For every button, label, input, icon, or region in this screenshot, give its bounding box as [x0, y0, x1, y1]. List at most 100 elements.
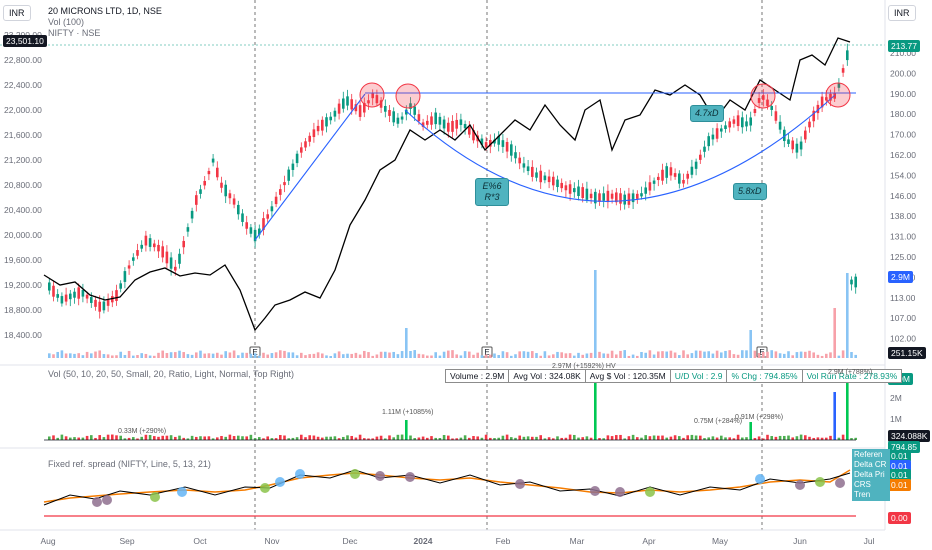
right-tick-label: 170.00 [890, 130, 916, 140]
volume-bar [308, 354, 311, 358]
volume-panel-bar [262, 438, 265, 440]
volume-bar [850, 352, 853, 358]
candle-body [442, 119, 446, 129]
volume-panel-bar [736, 434, 740, 440]
volume-panel-bar [640, 437, 643, 440]
volume-panel-bar [812, 437, 815, 440]
spread-panel-legend[interactable]: Fixed ref. spread (NIFTY, Line, 5, 13, 2… [48, 459, 211, 469]
volume-panel-bar [766, 434, 769, 440]
candle-body [522, 163, 526, 168]
volume-panel-bar [636, 437, 639, 440]
volume-panel-bar [430, 436, 433, 440]
volume-panel-bar [237, 435, 240, 440]
vol-panel-legend[interactable]: Vol (50, 10, 20, 50, Small, 20, Ratio, L… [48, 369, 294, 379]
volume-panel-bar [652, 435, 656, 440]
volume-panel-bar [720, 435, 723, 440]
candle-body [211, 158, 215, 163]
volume-panel-bar [564, 437, 568, 440]
volume-bar [144, 353, 148, 358]
volume-bar [409, 350, 412, 358]
volume-panel-bar [715, 437, 719, 440]
highlight-circle [750, 83, 776, 109]
volume-panel-bar [178, 435, 181, 440]
currency-button-right[interactable]: INR [888, 5, 916, 21]
candle-body [354, 104, 358, 112]
volume-panel-bar [367, 438, 370, 440]
volume-bar [762, 352, 765, 358]
right-tick-label: 131.00 [890, 232, 916, 242]
candle-body [174, 266, 177, 271]
volume-bar [85, 351, 89, 358]
volume-panel-bar [619, 434, 622, 440]
candle-body [136, 250, 139, 256]
volume-panel-bar [115, 435, 118, 440]
volume-bar [300, 352, 303, 358]
symbol-title[interactable]: 20 MICRONS LTD, 1D, NSE [48, 6, 162, 16]
avg-volume-tag: 251.15K [888, 347, 926, 359]
nifty-line [43, 37, 851, 332]
candle-body [615, 192, 618, 203]
spread-marker [815, 477, 825, 487]
volume-bar [602, 353, 605, 358]
compare-legend[interactable]: NIFTY · NSE [48, 28, 101, 38]
volume-panel-bar [287, 438, 290, 440]
vol-label: 1.11M (+1085%) [382, 409, 434, 416]
volume-panel-bar [291, 437, 295, 440]
volume-bar [157, 352, 160, 358]
volume-panel-bar [48, 436, 51, 440]
spread-marker [645, 487, 655, 497]
candle-body [560, 182, 563, 189]
volume-bar [379, 351, 383, 358]
volume-bar [707, 351, 710, 358]
volume-panel-bar [846, 370, 849, 440]
volume-bar [237, 355, 240, 358]
x-tick-label: Jun [793, 536, 807, 546]
vol-legend[interactable]: Vol (100) [48, 17, 85, 27]
volume-panel-bar [81, 437, 85, 440]
volume-panel-bar [127, 437, 131, 440]
volume-bar [371, 355, 374, 358]
volume-bar [258, 355, 261, 358]
volume-bar [644, 352, 647, 358]
candle-body [673, 173, 677, 177]
volume-bar [190, 354, 194, 358]
candle-body [363, 102, 366, 113]
currency-button-left[interactable]: INR [3, 5, 31, 21]
volume-bar [447, 350, 450, 358]
left-tick-label: 19,200.00 [4, 280, 42, 290]
volume-panel-bar [795, 436, 799, 440]
candle-body [829, 93, 832, 101]
stat-pct-chg: % Chg : 794.85% [727, 370, 803, 382]
volume-bar [367, 352, 370, 358]
volume-panel-bar [463, 435, 467, 440]
candle-body [783, 129, 786, 142]
volume-panel-bar [673, 435, 677, 440]
right-tick-label: 162.00 [890, 150, 916, 160]
candle-body [308, 135, 311, 142]
candle-body [325, 117, 328, 127]
right-tick-label: 102.00 [890, 334, 916, 344]
candle-body [736, 115, 740, 127]
volume-panel-bar [610, 436, 614, 440]
candle-body [241, 213, 244, 222]
volume-panel-bar [337, 438, 341, 440]
volume-panel-bars [44, 370, 857, 441]
volume-panel-bar [228, 434, 232, 440]
volume-panel-bar [379, 435, 383, 440]
volume-bar [115, 355, 118, 358]
x-tick-label: May [712, 536, 729, 546]
volume-panel-bar [468, 437, 471, 440]
candle-body [493, 139, 496, 144]
volume-panel-bar [627, 436, 631, 440]
volume-bar [543, 351, 547, 358]
candle-body [585, 188, 589, 200]
candle-body [682, 179, 685, 184]
candle-body [573, 188, 576, 193]
volume-bar [132, 355, 135, 358]
volume-panel-bar [518, 435, 521, 440]
candle-body [720, 128, 723, 132]
spread-box-line: CRS Tren [854, 480, 871, 499]
volume-panel-bar [598, 438, 601, 440]
volume-panel-bar [589, 437, 593, 440]
